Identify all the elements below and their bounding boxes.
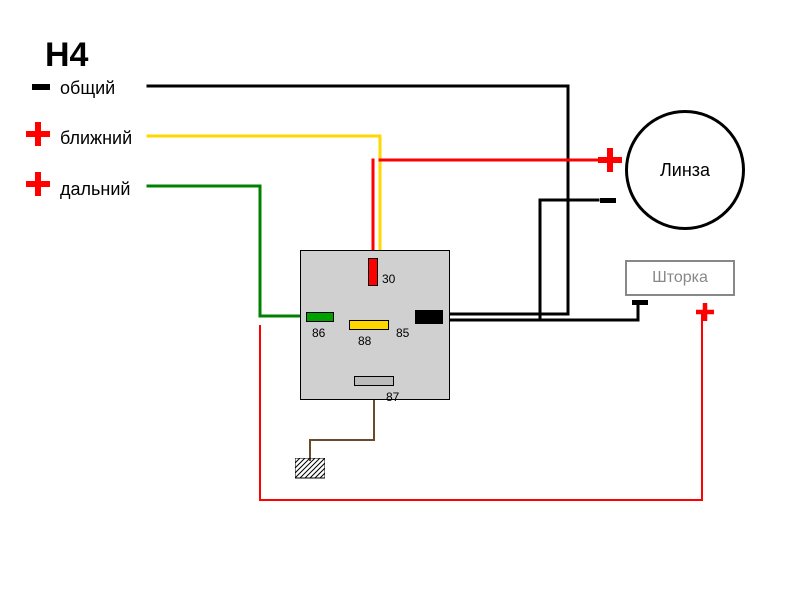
relay-pin-87: [354, 376, 394, 386]
relay-pin-85: [415, 310, 443, 324]
plus-icon: [26, 172, 50, 196]
ground-icon: [295, 458, 325, 490]
shutter-label: Шторка: [652, 269, 708, 287]
relay-pin-30: [368, 258, 378, 286]
relay-pin-label-87: 87: [386, 390, 399, 404]
relay-pin-label-88: 88: [358, 334, 371, 348]
minus-icon: [632, 300, 648, 305]
input-label-common: общий: [60, 78, 115, 99]
lens-label: Линза: [660, 160, 710, 181]
input-label-far: дальний: [60, 179, 130, 200]
relay-pin-label-30: 30: [382, 272, 395, 286]
relay-pin-88: [349, 320, 389, 330]
relay-pin-label-85: 85: [396, 326, 409, 340]
input-label-near: ближний: [60, 128, 132, 149]
lens-circle: Линза: [625, 110, 745, 230]
minus-icon: [32, 84, 50, 90]
plus-icon: [696, 303, 714, 321]
relay-pin-86: [306, 312, 334, 322]
minus-icon: [600, 198, 616, 203]
shutter-box: Шторка: [625, 260, 735, 296]
diagram-title: H4: [45, 36, 88, 75]
relay-pin-label-86: 86: [312, 326, 325, 340]
plus-icon: [26, 122, 50, 146]
plus-icon: [598, 148, 622, 172]
